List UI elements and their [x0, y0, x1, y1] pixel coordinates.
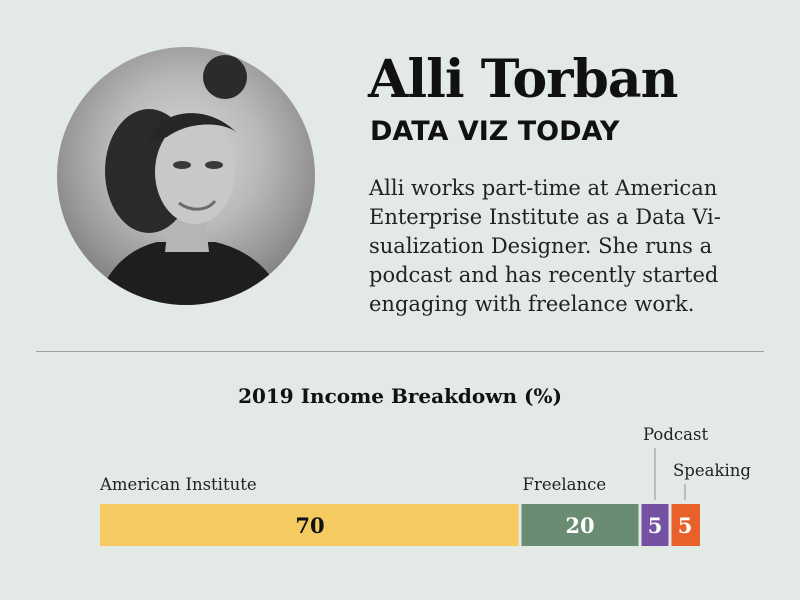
value-label-speaking: 5: [678, 513, 693, 538]
chart-title: 2019 Income Breakdown (%): [238, 384, 562, 408]
bar-american-institute: [100, 504, 519, 546]
bar-podcast: [641, 504, 669, 546]
value-label-american-institute: 70: [295, 513, 324, 538]
profile-photo: [57, 47, 315, 305]
value-label-freelance: 20: [565, 513, 594, 538]
bio-line: Alli works part-time at American: [369, 176, 718, 200]
category-label-freelance: Freelance: [523, 475, 607, 494]
bar-speaking: [671, 504, 700, 546]
category-label-american-institute: American Institute: [99, 475, 257, 494]
bio-line: sualization Designer. She runs a: [369, 234, 713, 258]
bar-freelance: [521, 504, 639, 546]
bio-line: podcast and has recently started: [369, 263, 719, 287]
profile-subtitle: DATA VIZ TODAY: [370, 116, 620, 147]
category-label-podcast: Podcast: [643, 425, 708, 444]
profile-name: Alli Torban: [368, 49, 678, 110]
bar-group: 70 American Institute 20 Freelance 5 Podcast 5…: [99, 425, 751, 546]
bio-line: Enterprise Institute as a Data Vi-: [369, 205, 721, 229]
value-label-podcast: 5: [648, 513, 663, 538]
category-label-speaking: Speaking: [673, 461, 751, 480]
section-divider: [36, 351, 764, 352]
profile-bio: Alli works part-time at American Enterpr…: [369, 174, 769, 319]
income-breakdown-chart: 2019 Income Breakdown (%) 70 American Ins…: [99, 384, 751, 546]
portrait-illustration: [97, 55, 285, 305]
bio-line: engaging with freelance work.: [369, 292, 695, 316]
